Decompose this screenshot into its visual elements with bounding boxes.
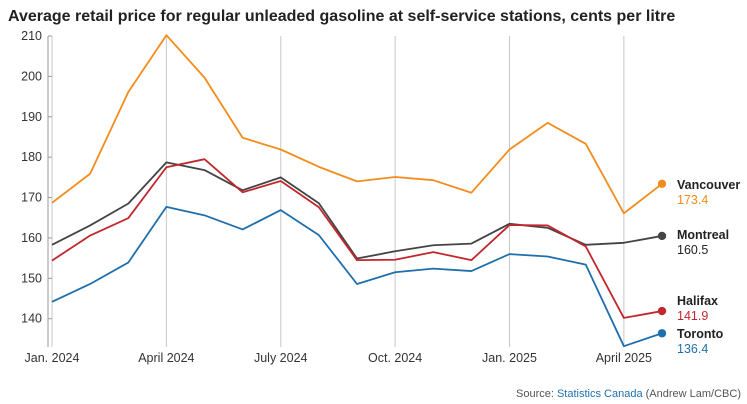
legend-value-vancouver: 173.4 xyxy=(677,193,708,207)
x-axis: Jan. 2024 April 2024 July 2024 Oct. 2024 Jan… xyxy=(25,351,653,365)
series-line-vancouver xyxy=(51,34,663,215)
y-tick-label: 140 xyxy=(21,312,42,326)
y-tick-label: 150 xyxy=(21,271,42,285)
series-endpoint-halifax xyxy=(657,306,667,316)
y-tick-label: 190 xyxy=(21,110,42,124)
series-endpoint-vancouver xyxy=(657,179,667,189)
series-endpoint-montreal xyxy=(657,231,667,241)
source-note: Source: Statistics Canada (Andrew Lam/CB… xyxy=(516,388,741,400)
series-line-montreal xyxy=(51,161,663,260)
legend-value-toronto: 136.4 xyxy=(677,342,708,356)
plot-area xyxy=(51,34,667,348)
grid xyxy=(47,36,625,347)
legend-name-halifax: Halifax xyxy=(677,294,718,308)
source-prefix: Source: xyxy=(516,388,557,400)
legend-name-montreal: Montreal xyxy=(677,228,729,242)
x-tick-label: Oct. 2024 xyxy=(368,351,422,365)
y-axis: 140 150 160 170 180 190 200 210 xyxy=(21,29,52,326)
source-credit: (Andrew Lam/CBC) xyxy=(643,388,741,400)
x-tick-label: April 2024 xyxy=(138,351,194,365)
chart-title: Average retail price for regular unleade… xyxy=(8,8,675,25)
legend-name-toronto: Toronto xyxy=(677,327,724,341)
y-tick-label: 160 xyxy=(21,231,42,245)
x-tick-label: Jan. 2024 xyxy=(25,351,80,365)
y-tick-label: 180 xyxy=(21,150,42,164)
series-endpoint-toronto xyxy=(657,329,667,338)
series-line-halifax xyxy=(51,158,663,319)
series-line-toronto xyxy=(51,205,663,348)
legend-name-vancouver: Vancouver xyxy=(677,178,740,192)
y-tick-label: 210 xyxy=(21,29,42,43)
x-tick-label: July 2024 xyxy=(254,351,308,365)
y-tick-label: 200 xyxy=(21,69,42,83)
y-tick-label: 170 xyxy=(21,191,42,205)
x-tick-label: Jan. 2025 xyxy=(482,351,537,365)
legend-value-halifax: 141.9 xyxy=(677,309,708,323)
x-tick-label: April 2025 xyxy=(596,351,652,365)
legend-value-montreal: 160.5 xyxy=(677,243,708,257)
source-link[interactable]: Statistics Canada xyxy=(557,388,643,400)
